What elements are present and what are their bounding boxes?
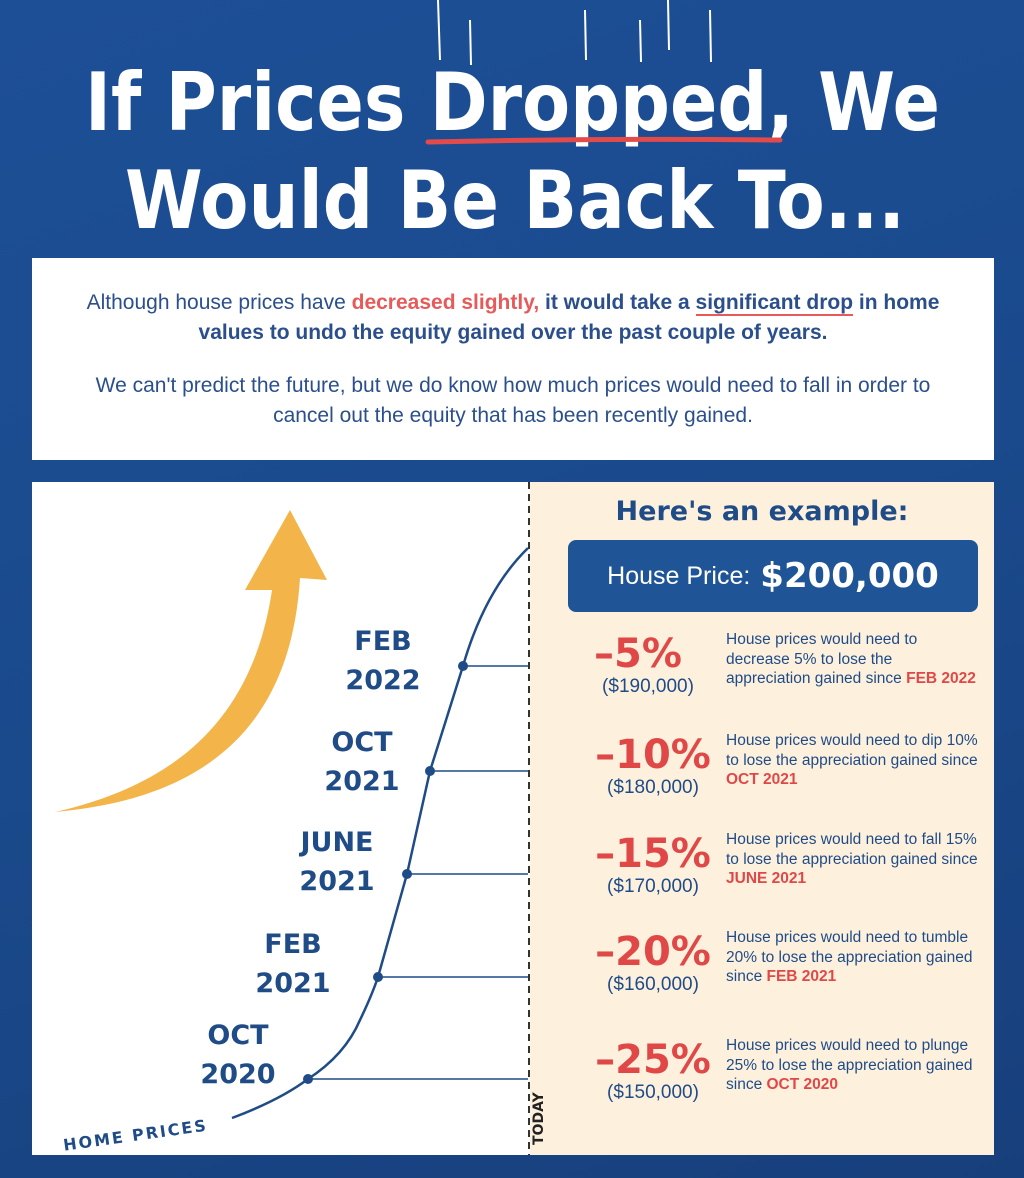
- description: House prices would need to decrease 5% t…: [726, 630, 980, 689]
- date-label: OCT 2021: [292, 723, 432, 801]
- drop-streaks: [437, 0, 712, 66]
- title-line: If Prices Dropped, We: [85, 56, 940, 149]
- axis-label: HOME PRICES: [62, 1116, 209, 1155]
- highlight: significant drop: [695, 291, 854, 316]
- description-text: House prices would need to tumble 20% to…: [726, 929, 973, 985]
- date-line: 2021: [324, 766, 400, 797]
- price-value: $200,000: [760, 556, 939, 596]
- date-line: FEB: [264, 929, 322, 960]
- highlight: decreased slightly,: [351, 291, 540, 314]
- price-after: ($160,000): [607, 974, 699, 995]
- description: House prices would need to plunge 25% to…: [726, 1036, 980, 1095]
- description: House prices would need to fall 15% to l…: [726, 830, 980, 889]
- price-curve: [231, 547, 529, 1120]
- description-text: House prices would need to dip 10% to lo…: [726, 732, 978, 769]
- price-label: House Price:: [607, 561, 751, 590]
- example-heading: Here's an example:: [615, 496, 909, 527]
- price-after: ($180,000): [607, 777, 699, 798]
- price-after: ($150,000): [607, 1082, 699, 1103]
- title-underline: [425, 136, 783, 145]
- description-date: FEB 2022: [906, 670, 976, 687]
- date-line: 2022: [345, 665, 421, 696]
- point: [303, 1074, 313, 1084]
- description-date: FEB 2021: [766, 968, 837, 985]
- date-label: FEB 2022: [313, 622, 453, 700]
- price-after: ($190,000): [602, 676, 694, 697]
- percent-change: –25%: [595, 1037, 711, 1083]
- description: House prices would need to dip 10% to lo…: [726, 731, 980, 790]
- today-label: TODAY: [531, 1091, 547, 1145]
- description-text: House prices would need to fall 15% to l…: [726, 831, 978, 868]
- price-after: ($170,000): [607, 876, 699, 897]
- point: [425, 766, 435, 776]
- percent-change: –10%: [595, 732, 711, 778]
- description-text: House prices would need to decrease 5% t…: [726, 631, 918, 687]
- point: [402, 869, 412, 879]
- date-line: 2021: [299, 866, 375, 897]
- point: [458, 661, 468, 671]
- intro-box: Although house prices have decreased sli…: [32, 258, 994, 460]
- text: it would take a: [539, 291, 696, 314]
- point: [373, 972, 383, 982]
- percent-change: –15%: [595, 831, 711, 877]
- intro-paragraph: Although house prices have decreased sli…: [72, 288, 954, 348]
- intro-paragraph: We can't predict the future, but we do k…: [95, 374, 931, 427]
- description-date: JUNE 2021: [726, 870, 807, 887]
- percent-change: –20%: [595, 929, 711, 975]
- up-arrow: [55, 510, 327, 812]
- description-text: House prices would need to plunge 25% to…: [726, 1037, 973, 1093]
- description-date: OCT 2021: [726, 771, 798, 788]
- house-price-box: House Price: $200,000: [568, 540, 978, 612]
- description-date: OCT 2020: [766, 1076, 839, 1093]
- description: House prices would need to tumble 20% to…: [726, 928, 980, 987]
- date-line: JUNE: [300, 827, 374, 858]
- date-line: 2021: [255, 968, 331, 999]
- text: Although house prices have: [86, 291, 352, 314]
- percent-change: –5%: [594, 631, 682, 677]
- title-line: Would Be Back To...: [125, 154, 905, 247]
- date-label: FEB 2021: [223, 925, 363, 1003]
- date-line: FEB: [354, 626, 412, 657]
- date-label: JUNE 2021: [267, 823, 407, 901]
- date-line: OCT: [207, 1020, 269, 1051]
- text: in home values to undo the equity gained…: [198, 291, 940, 344]
- title-area: If Prices Dropped, We Would Be Back To..…: [85, 0, 940, 247]
- date-line: 2020: [200, 1059, 276, 1090]
- date-label: OCT 2020: [168, 1016, 308, 1094]
- date-line: OCT: [331, 727, 393, 758]
